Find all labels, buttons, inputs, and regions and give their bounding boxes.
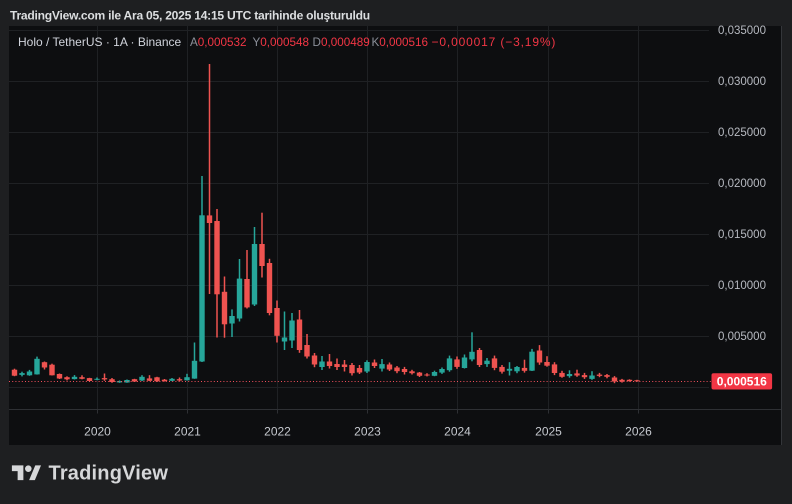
svg-text:0,000516: 0,000516: [717, 375, 767, 389]
svg-text:2024: 2024: [444, 425, 471, 439]
svg-text:0,020000: 0,020000: [718, 178, 766, 190]
svg-text:A0,000532: A0,000532: [190, 36, 247, 49]
svg-text:2026: 2026: [625, 425, 652, 439]
svg-text:2020: 2020: [84, 425, 111, 439]
svg-text:D0,000489: D0,000489: [313, 36, 370, 49]
svg-text:TradingView: TradingView: [49, 463, 169, 485]
svg-text:−0,000017 (−3,19%): −0,000017 (−3,19%): [432, 35, 557, 49]
svg-text:2022: 2022: [264, 425, 291, 439]
svg-text:0,015000: 0,015000: [718, 229, 766, 241]
svg-text:2023: 2023: [354, 425, 381, 439]
svg-text:TradingView.com ile Ara 05, 20: TradingView.com ile Ara 05, 2025 14:15 U…: [10, 9, 370, 23]
svg-text:Y0,000548: Y0,000548: [253, 36, 310, 49]
svg-text:0,025000: 0,025000: [718, 127, 766, 139]
svg-text:0,030000: 0,030000: [718, 76, 766, 88]
svg-text:0,035000: 0,035000: [718, 25, 766, 37]
svg-text:K0,000516: K0,000516: [372, 36, 429, 49]
svg-text:Holo / TetherUS · 1A · Binance: Holo / TetherUS · 1A · Binance: [18, 35, 182, 49]
svg-text:2025: 2025: [535, 425, 562, 439]
svg-text:0,005000: 0,005000: [718, 331, 766, 343]
svg-text:0,010000: 0,010000: [718, 280, 766, 292]
svg-text:2021: 2021: [174, 425, 201, 439]
